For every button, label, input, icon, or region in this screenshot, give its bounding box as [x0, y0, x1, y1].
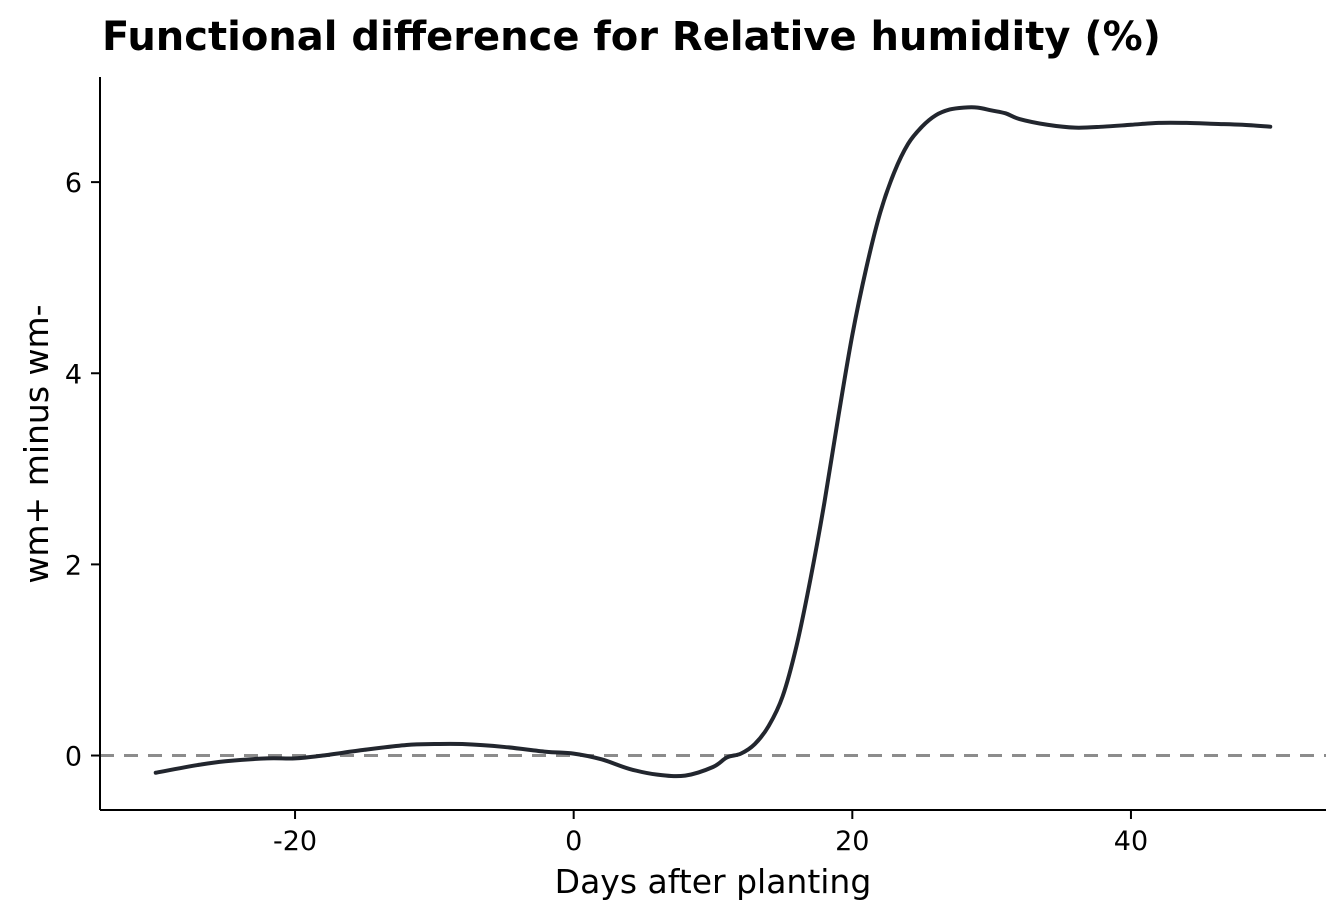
y-axis-ticks: 0 2 4 6: [65, 168, 100, 773]
plot-area: [100, 105, 1326, 779]
x-tick-label: 0: [565, 826, 582, 857]
y-tick-label: 4: [65, 359, 82, 390]
y-axis-label: wm+ minus wm-: [17, 304, 56, 583]
y-tick-label: 6: [65, 168, 82, 199]
y-tick-label: 2: [65, 550, 82, 581]
x-tick-label: 20: [835, 826, 869, 857]
x-tick-label: -20: [273, 826, 317, 857]
chart-title: Functional difference for Relative humid…: [102, 14, 1161, 60]
x-axis-ticks: -20 0 20 40: [273, 810, 1148, 857]
y-tick-label: 0: [65, 742, 82, 773]
x-tick-label: 40: [1114, 826, 1148, 857]
x-axis-label: Days after planting: [555, 862, 872, 901]
series-line-0: [153, 105, 1273, 779]
